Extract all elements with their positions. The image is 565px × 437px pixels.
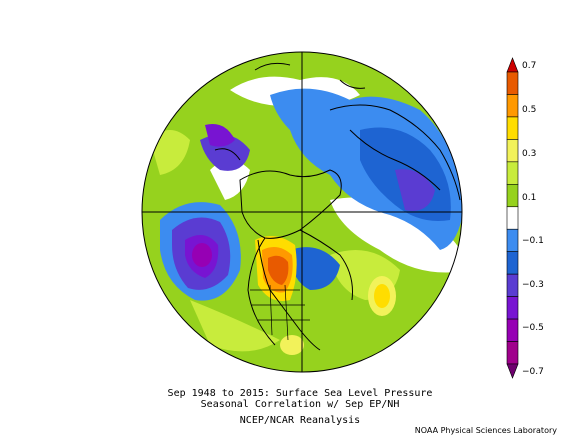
colorbar-bin (506, 341, 519, 365)
colorbar-label-1: 0.5 (522, 105, 537, 115)
colorbar-bin (506, 296, 519, 320)
colorbar-bin (506, 206, 519, 230)
colorbar-bin (506, 71, 519, 95)
credit-text: NOAA Physical Sciences Laboratory (414, 426, 557, 435)
colorbar-label-0: 0.7 (522, 61, 537, 71)
caption-line-1: Sep 1948 to 2015: Surface Sea Level Pres… (167, 388, 433, 399)
colorbar-bin (506, 363, 519, 379)
colorbar-bin (506, 139, 519, 163)
map-border (141, 51, 463, 373)
colorbar-bin (506, 228, 519, 252)
colorbar-bin (506, 318, 519, 342)
colorbar-bin (506, 116, 519, 140)
colorbar-label-7: −0.7 (522, 367, 544, 377)
colorbar-label-5: −0.3 (522, 280, 544, 290)
colorbar-bin (506, 57, 519, 73)
colorbar-bin (506, 251, 519, 275)
colorbar-label-2: 0.3 (522, 149, 537, 159)
colorbar-bin (506, 273, 519, 297)
graticule (142, 52, 462, 372)
colorbar-label-3: 0.1 (522, 193, 537, 203)
colorbar-label-6: −0.5 (522, 323, 544, 333)
caption-line-2: Seasonal Correlation w/ Sep EP/NH (200, 399, 400, 410)
coastlines (214, 62, 461, 351)
caption-line-3: NCEP/NCAR Reanalysis (239, 415, 361, 426)
state-borders (250, 284, 310, 341)
colorbar-label-4: −0.1 (522, 236, 544, 246)
colorbar-bin (506, 94, 519, 118)
colorbar (506, 57, 519, 379)
colorbar-bin (506, 184, 519, 208)
colorbar-bin (506, 161, 519, 185)
